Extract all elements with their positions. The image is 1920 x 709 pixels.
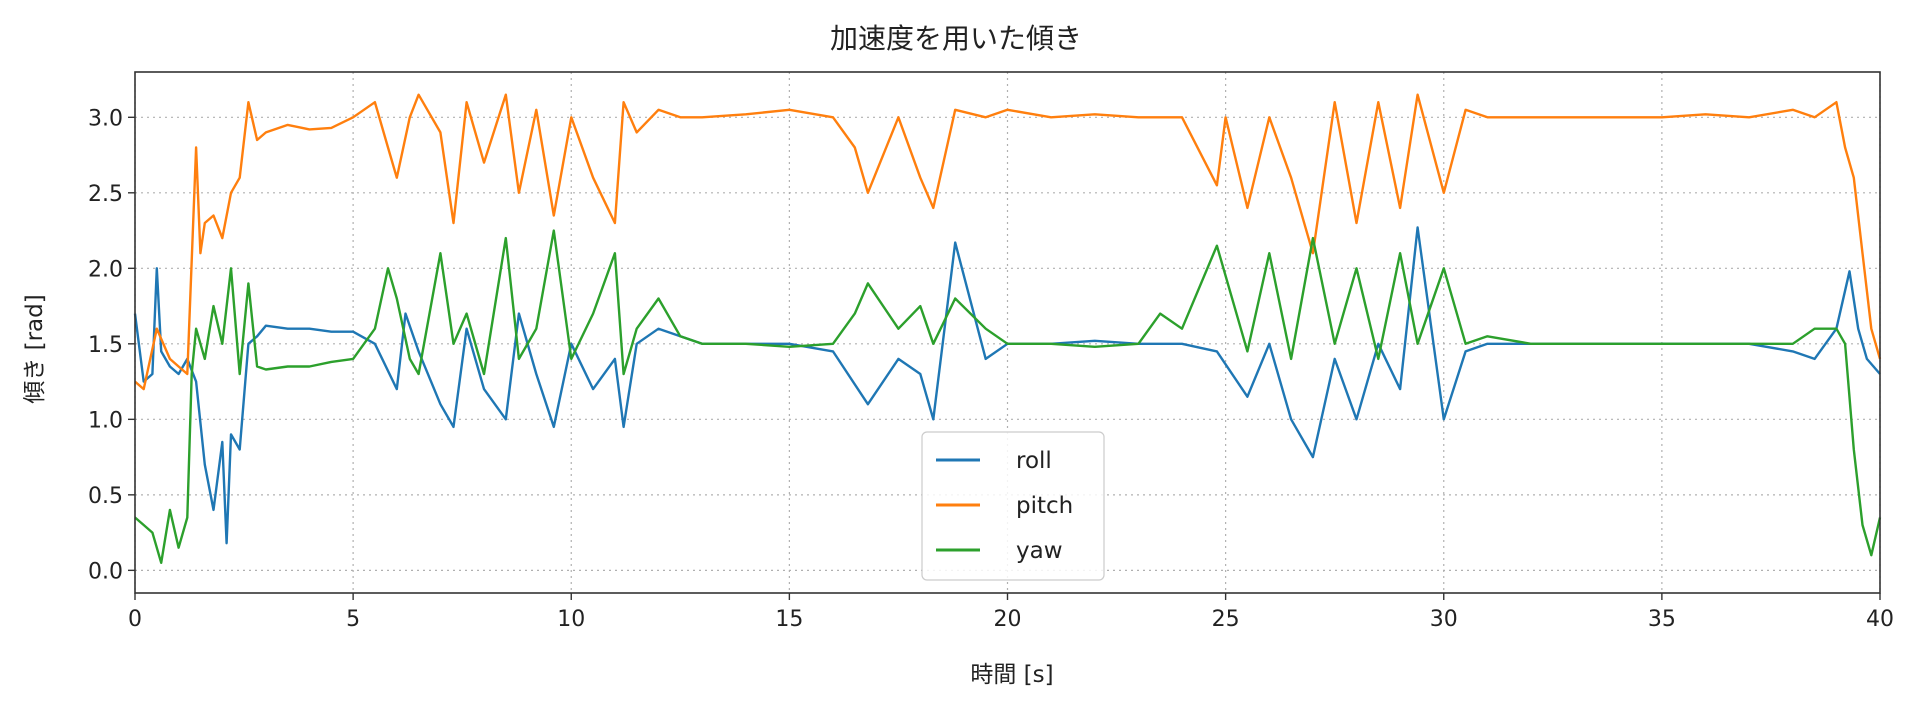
y-tick-label: 0.5 <box>88 484 123 509</box>
x-tick-label: 40 <box>1866 607 1894 632</box>
legend-label-roll: roll <box>1016 448 1052 474</box>
y-tick-label: 2.0 <box>88 257 123 282</box>
x-tick-label: 0 <box>128 607 142 632</box>
series-lines <box>133 93 1882 564</box>
legend-box <box>921 431 1105 581</box>
x-tick-label: 20 <box>994 607 1022 632</box>
y-tick-label: 1.0 <box>88 408 123 433</box>
y-tick-label: 3.0 <box>88 106 123 131</box>
y-tick-label: 2.5 <box>88 182 123 207</box>
x-tick-label: 25 <box>1212 607 1240 632</box>
legend-label-yaw: yaw <box>1016 538 1063 564</box>
x-tick-label: 15 <box>775 607 803 632</box>
axis-ticks: 0 5 10 15 20 25 30 35 40 0.0 0.5 1.0 1.5 2.0 2.5 3.0 <box>88 106 1894 632</box>
x-tick-label: 5 <box>346 607 360 632</box>
series-line-yaw <box>134 229 1882 564</box>
x-tick-label: 30 <box>1430 607 1458 632</box>
x-tick-label: 35 <box>1648 607 1676 632</box>
legend: roll pitch yaw <box>921 431 1105 581</box>
y-axis-label: 傾き [rad] <box>22 294 48 403</box>
legend-label-pitch: pitch <box>1016 493 1073 519</box>
x-tick-label: 10 <box>557 607 585 632</box>
y-tick-label: 0.0 <box>88 559 123 584</box>
x-axis-label: 時間 [s] <box>970 662 1053 688</box>
y-tick-label: 1.5 <box>88 333 123 358</box>
series-line-pitch <box>134 93 1882 391</box>
chart-title: 加速度を用いた傾き <box>830 22 1082 55</box>
